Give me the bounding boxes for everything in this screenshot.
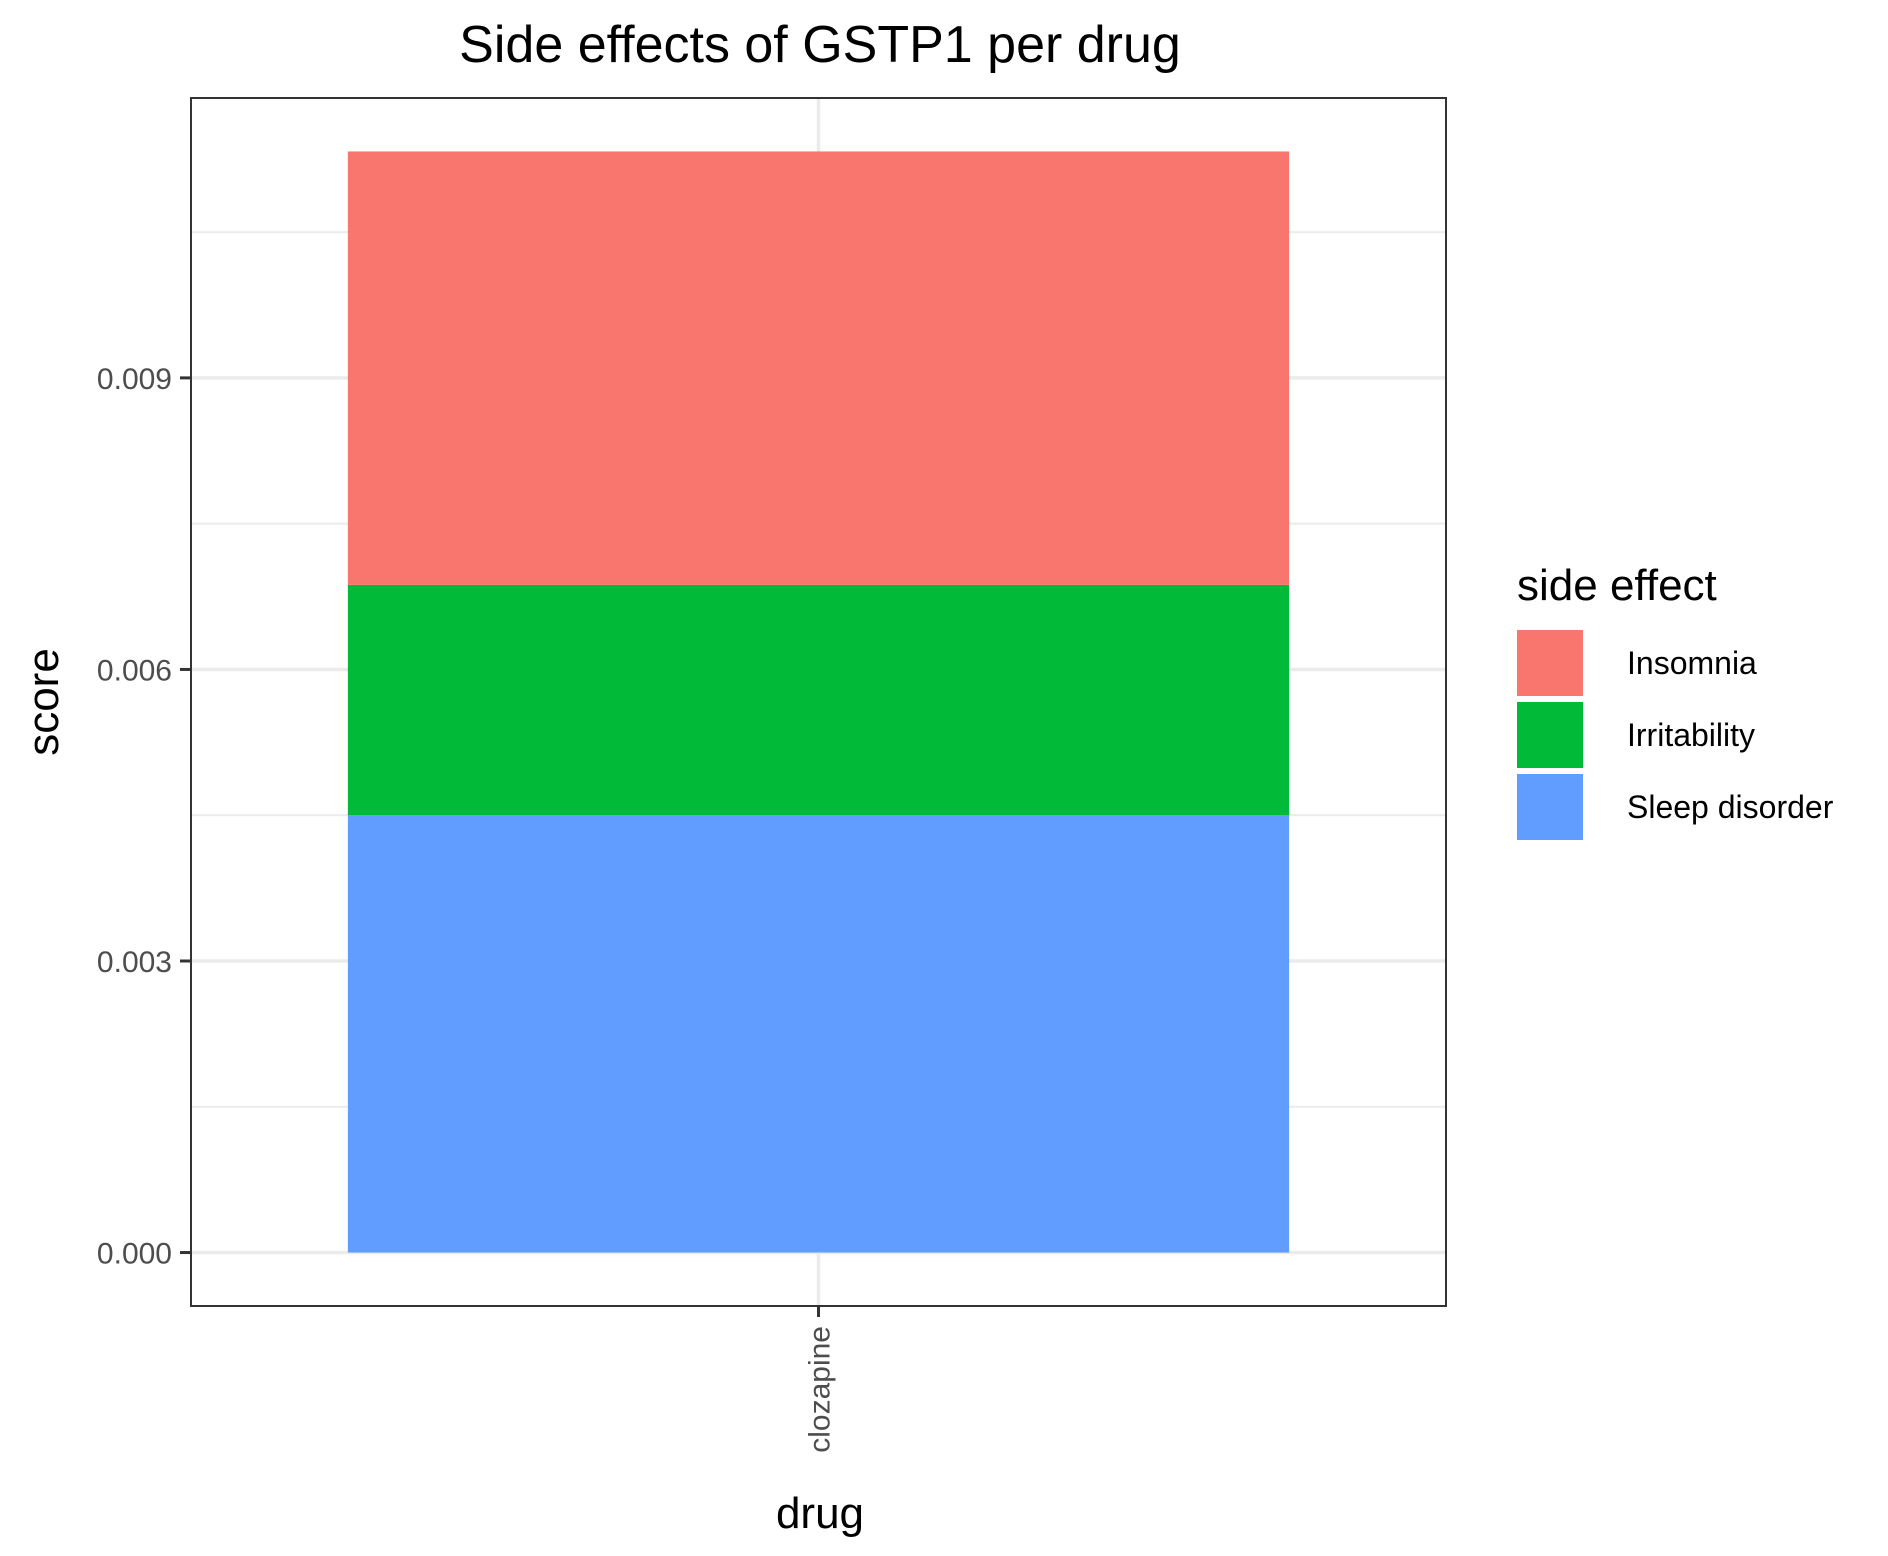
- chart-title: Side effects of GSTP1 per drug: [459, 16, 1181, 74]
- plot-panel: [190, 97, 1447, 1307]
- y-axis-title: score: [19, 648, 68, 756]
- legend: side effect Insomnia Irritability Sleep di…: [1517, 561, 1834, 840]
- legend-key-insomnia: [1517, 630, 1583, 696]
- y-tick-label: 0.009: [97, 363, 172, 396]
- legend-key-irritability: [1517, 702, 1583, 768]
- bar-segment-insomnia: [347, 151, 1290, 585]
- legend-label: Insomnia: [1627, 645, 1757, 681]
- y-tick-label: 0.006: [97, 654, 172, 687]
- legend-title: side effect: [1517, 561, 1717, 610]
- legend-label: Sleep disorder: [1627, 789, 1834, 825]
- y-tick-label: 0.003: [97, 946, 172, 979]
- legend-label: Irritability: [1627, 717, 1755, 753]
- y-tick-label: 0.000: [97, 1238, 172, 1271]
- bar-segment-irritability: [347, 584, 1290, 816]
- bar-segment-sleep-disorder: [347, 815, 1290, 1253]
- y-axis: 0.000 0.003 0.006 0.009: [97, 363, 191, 1271]
- x-axis: clozapine: [804, 1306, 837, 1453]
- bars: [347, 151, 1290, 1253]
- x-tick-label: clozapine: [804, 1326, 837, 1453]
- legend-key-sleep-disorder: [1517, 774, 1583, 840]
- x-axis-title: drug: [776, 1489, 864, 1538]
- legend-items: Insomnia Irritability Sleep disorder: [1517, 630, 1834, 840]
